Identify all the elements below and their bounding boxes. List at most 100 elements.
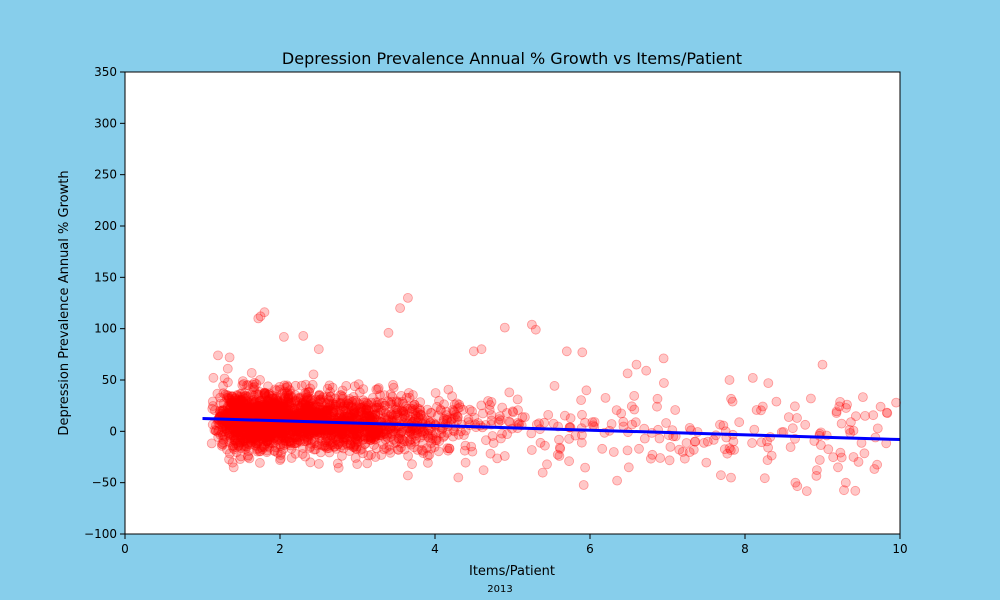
scatter-point (246, 403, 257, 414)
scatter-point (310, 399, 321, 410)
scatter-point (235, 437, 246, 448)
scatter-point (266, 428, 277, 439)
scatter-point (554, 434, 564, 445)
scatter-point (388, 382, 399, 393)
scatter-point (266, 408, 277, 419)
scatter-point (226, 397, 237, 408)
scatter-point (336, 409, 347, 420)
scatter-point (250, 405, 261, 415)
scatter-point (337, 429, 347, 440)
scatter-point (259, 423, 270, 434)
scatter-point (421, 443, 432, 454)
scatter-point (269, 445, 280, 456)
scatter-point (303, 400, 314, 411)
scatter-point (277, 425, 288, 436)
scatter-point (350, 453, 361, 463)
scatter-point (272, 397, 283, 407)
scatter-point (286, 422, 297, 433)
scatter-point (343, 399, 354, 410)
scatter-point (280, 425, 291, 436)
scatter-point (217, 439, 228, 450)
scatter-point (356, 431, 367, 442)
scatter-point (225, 432, 236, 443)
scatter-point (323, 394, 334, 405)
scatter-point (235, 454, 246, 465)
scatter-point (215, 406, 226, 417)
scatter-point (232, 390, 243, 400)
scatter-point (304, 422, 315, 433)
scatter-point (512, 394, 523, 405)
scatter-point (393, 397, 404, 408)
scatter-point (564, 456, 574, 467)
scatter-point (817, 359, 828, 370)
y-tick-label: 200 (94, 219, 117, 233)
scatter-point (589, 417, 600, 427)
scatter-point (247, 403, 258, 414)
scatter-point (259, 388, 270, 399)
scatter-point (241, 399, 252, 410)
scatter-point (647, 449, 658, 460)
scatter-point (314, 404, 325, 415)
scatter-point (331, 399, 342, 410)
scatter-point (370, 409, 381, 420)
scatter-point (369, 434, 380, 445)
plot-area (125, 72, 900, 534)
scatter-point (280, 396, 291, 407)
scatter-point (800, 419, 811, 430)
scatter-point (414, 404, 425, 415)
scatter-point (407, 459, 417, 470)
scatter-point (354, 387, 365, 398)
scatter-point (576, 395, 586, 406)
scatter-point (403, 450, 414, 461)
scatter-point (402, 292, 413, 303)
scatter-point (274, 434, 284, 445)
scatter-point (848, 452, 859, 462)
scatter-point (328, 428, 338, 439)
scatter-point (266, 429, 277, 440)
scatter-point (425, 433, 436, 444)
scatter-point (330, 400, 340, 411)
scatter-point (334, 425, 345, 436)
scatter-point (275, 453, 286, 464)
scatter-point (728, 436, 739, 447)
scatter-point (238, 407, 249, 418)
scatter-point (413, 412, 424, 423)
scatter-point (307, 401, 318, 412)
scatter-point (291, 426, 302, 437)
scatter-point (322, 406, 333, 416)
scatter-point (322, 403, 333, 414)
scatter-point (422, 457, 433, 468)
scatter-point (319, 404, 330, 415)
scatter-point (313, 458, 324, 469)
scatter-point (306, 425, 317, 436)
scatter-point (255, 396, 266, 407)
scatter-point (371, 403, 382, 413)
scatter-point (322, 443, 332, 454)
scatter-point (577, 409, 587, 420)
scatter-point (286, 397, 297, 408)
scatter-point (334, 433, 345, 444)
x-tick-label: 10 (892, 542, 907, 556)
scatter-point (317, 423, 328, 434)
scatter-point (230, 421, 241, 432)
scatter-point (616, 408, 627, 419)
scatter-point (213, 425, 224, 436)
scatter-point (422, 430, 433, 441)
scatter-point (314, 423, 325, 434)
scatter-point (315, 430, 326, 441)
scatter-point (701, 457, 712, 468)
scatter-point (526, 445, 537, 455)
scatter-point (230, 398, 241, 409)
scatter-point (626, 401, 637, 412)
scatter-point (432, 410, 443, 421)
scatter-point (279, 427, 290, 438)
scatter-point (460, 440, 471, 451)
y-tick-label: 50 (102, 373, 117, 387)
scatter-point (251, 425, 261, 436)
scatter-point (305, 441, 316, 452)
scatter-point (364, 406, 375, 417)
scatter-point (261, 391, 272, 402)
scatter-point (206, 438, 217, 449)
scatter-point (270, 442, 281, 453)
